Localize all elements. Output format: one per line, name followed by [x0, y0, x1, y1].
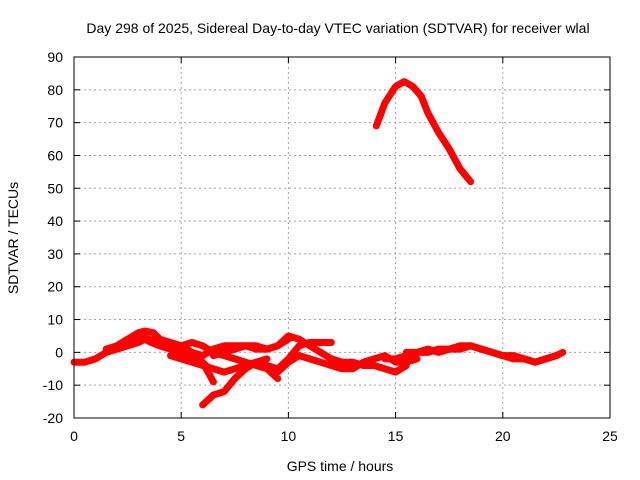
y-tick-label: -20 — [43, 410, 63, 426]
y-tick-label: 70 — [47, 115, 63, 131]
series-layer — [70, 78, 567, 409]
ticks: 0 5 10 15 20 25 -20 -10 0 10 20 30 40 50 60 70 80 90 — [43, 49, 618, 444]
y-tick-label: 80 — [47, 82, 63, 98]
y-tick-label: 40 — [47, 213, 63, 229]
y-axis-label: SDTVAR / TECUs — [5, 182, 21, 294]
y-tick-label: 0 — [55, 344, 63, 360]
y-tick-label: 10 — [47, 312, 63, 328]
y-tick-label: 50 — [47, 180, 63, 196]
chart-title: Day 298 of 2025, Sidereal Day-to-day VTE… — [86, 20, 589, 36]
y-tick-label: 90 — [47, 49, 63, 65]
y-tick-label: 30 — [47, 246, 63, 262]
y-tick-label: 60 — [47, 147, 63, 163]
x-tick-label: 5 — [177, 428, 185, 444]
series-sat-k — [402, 342, 560, 366]
x-tick-label: 15 — [388, 428, 404, 444]
series-sat-l — [372, 78, 475, 186]
x-tick-label: 20 — [495, 428, 511, 444]
y-tick-label: 20 — [47, 279, 63, 295]
x-tick-label: 25 — [602, 428, 618, 444]
series-sat-f — [199, 355, 271, 409]
x-tick-label: 10 — [281, 428, 297, 444]
x-tick-label: 0 — [70, 428, 78, 444]
grid — [74, 57, 610, 418]
plot-frame — [73, 56, 611, 419]
series-sat-i — [327, 355, 410, 376]
x-axis-label: GPS time / hours — [287, 458, 394, 474]
y-tick-label: -10 — [43, 377, 63, 393]
